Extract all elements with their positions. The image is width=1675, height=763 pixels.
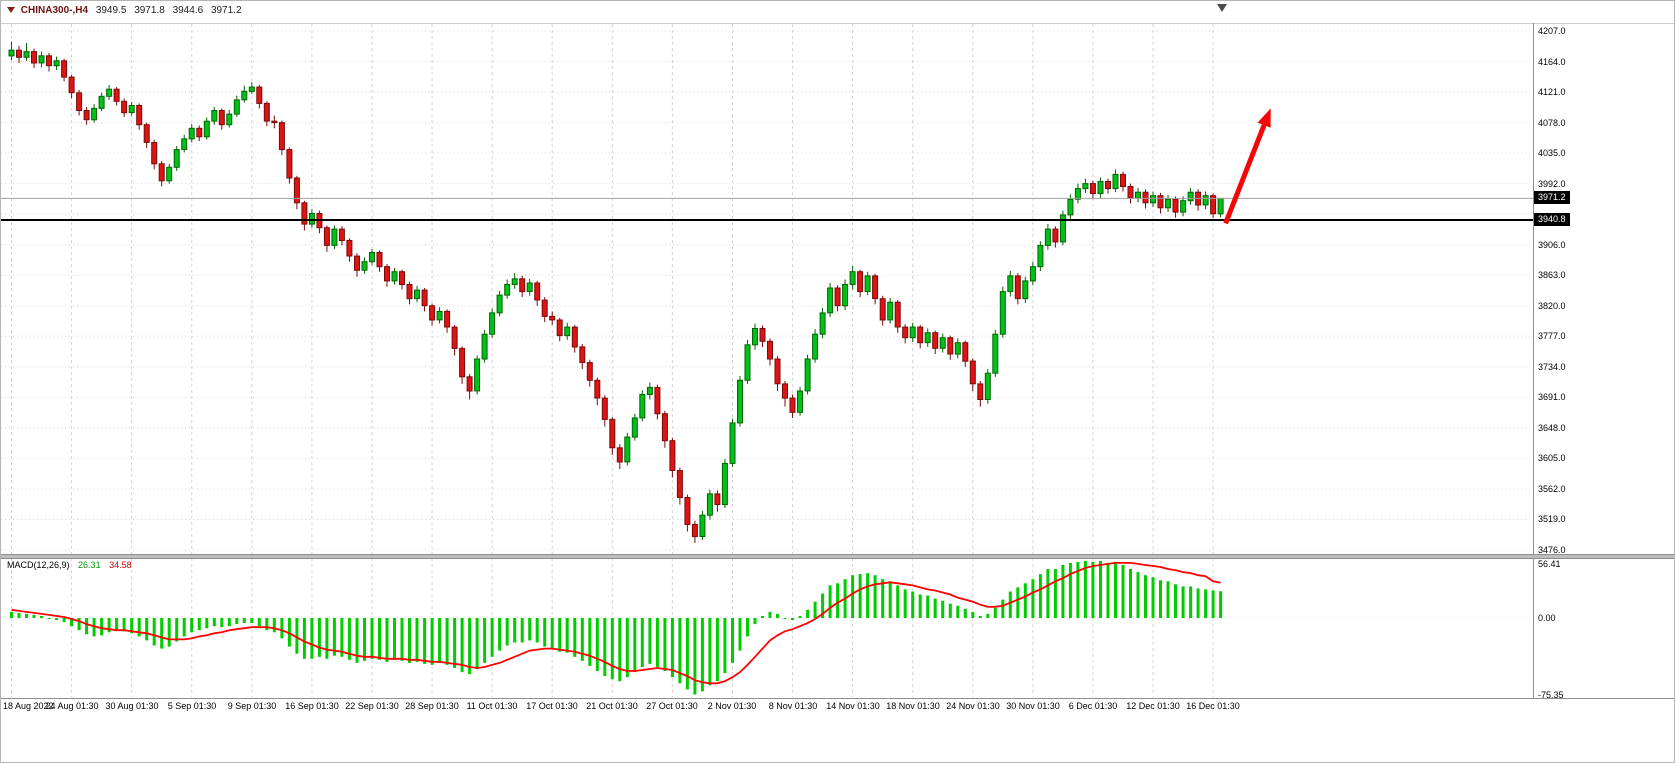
time-axis-label: 30 Aug 01:30 [105, 701, 159, 711]
time-axis-label: 6 Dec 01:30 [1068, 701, 1118, 711]
macd-axis-label: -75.35 [1538, 690, 1564, 700]
price-axis-label: 3476.0 [1538, 545, 1566, 555]
price-axis-label: 3820.0 [1538, 301, 1566, 311]
time-axis-label: 21 Oct 01:30 [586, 701, 638, 711]
time-axis-label: 16 Dec 01:30 [1186, 701, 1240, 711]
price-axis-label: 4207.0 [1538, 26, 1566, 36]
one-click-trading-arrow-icon[interactable] [7, 7, 15, 14]
time-axis-label: 2 Nov 01:30 [707, 701, 757, 711]
current-price-tag: 3971.2 [1534, 191, 1570, 204]
price-axis-label: 4164.0 [1538, 57, 1566, 67]
time-axis-label: 28 Sep 01:30 [405, 701, 459, 711]
time-axis-label: 18 Nov 01:30 [886, 701, 940, 711]
header-divider [1, 23, 1674, 24]
price-axis-border [1533, 23, 1534, 698]
time-axis-label: 22 Sep 01:30 [345, 701, 399, 711]
ohlc-low: 3944.6 [172, 5, 204, 16]
macd-signal-value: 34.58 [109, 560, 132, 570]
ohlc-close: 3971.2 [210, 5, 242, 16]
chart-header: CHINA300-,H4 3949.5 3971.8 3944.6 3971.2 [7, 5, 242, 19]
macd-histogram [10, 560, 1223, 695]
macd-signal-line [11, 562, 1221, 685]
time-axis-label: 14 Nov 01:30 [826, 701, 880, 711]
time-axis-divider [1, 698, 1674, 699]
time-axis-label: 17 Oct 01:30 [526, 701, 578, 711]
ohlc-high: 3971.8 [134, 5, 165, 16]
time-axis-label: 11 Oct 01:30 [466, 701, 518, 711]
price-axis-label: 3992.0 [1538, 179, 1566, 189]
trend-arrow-object[interactable] [1223, 108, 1271, 225]
price-axis-label: 3519.0 [1538, 514, 1566, 524]
time-axis-label: 5 Sep 01:30 [167, 701, 217, 711]
macd-name: MACD(12,26,9) [7, 560, 70, 570]
macd-indicator-label: MACD(12,26,9) 26.31 34.58 [7, 560, 132, 570]
time-axis-label: 24 Nov 01:30 [946, 701, 1000, 711]
time-axis-label: 9 Sep 01:30 [227, 701, 277, 711]
price-axis-label: 3691.0 [1538, 392, 1566, 402]
price-axis-label: 3562.0 [1538, 484, 1566, 494]
hline-price-tag: 3940.8 [1534, 213, 1570, 226]
candlesticks [8, 41, 1224, 543]
price-axis-label: 3777.0 [1538, 331, 1566, 341]
ohlc-open: 3949.5 [95, 5, 127, 16]
time-axis-label: 27 Oct 01:30 [646, 701, 698, 711]
time-axis-label: 12 Dec 01:30 [1126, 701, 1180, 711]
time-axis-label: 30 Nov 01:30 [1006, 701, 1060, 711]
price-axis-label: 4035.0 [1538, 148, 1566, 158]
time-axis-label: 24 Aug 01:30 [45, 701, 99, 711]
price-axis-label: 3906.0 [1538, 240, 1566, 250]
price-axis-label: 4078.0 [1538, 118, 1566, 128]
panel-splitter[interactable] [1, 554, 1674, 559]
price-axis-label: 3863.0 [1538, 270, 1566, 280]
price-axis-label: 4121.0 [1538, 87, 1566, 97]
price-axis-label: 3605.0 [1538, 453, 1566, 463]
chart-shift-marker-icon[interactable] [1217, 4, 1227, 12]
macd-axis-label: 0.00 [1538, 613, 1556, 623]
macd-main-value: 26.31 [78, 560, 101, 570]
time-axis-label: 8 Nov 01:30 [768, 701, 818, 711]
price-axis-label: 3734.0 [1538, 362, 1566, 372]
price-axis-label: 3648.0 [1538, 423, 1566, 433]
symbol-timeframe-label: CHINA300-,H4 [20, 5, 89, 16]
macd-axis-label: 56.41 [1538, 559, 1561, 569]
time-axis-label: 18 Aug 2022 [3, 701, 54, 711]
time-axis-label: 16 Sep 01:30 [285, 701, 339, 711]
